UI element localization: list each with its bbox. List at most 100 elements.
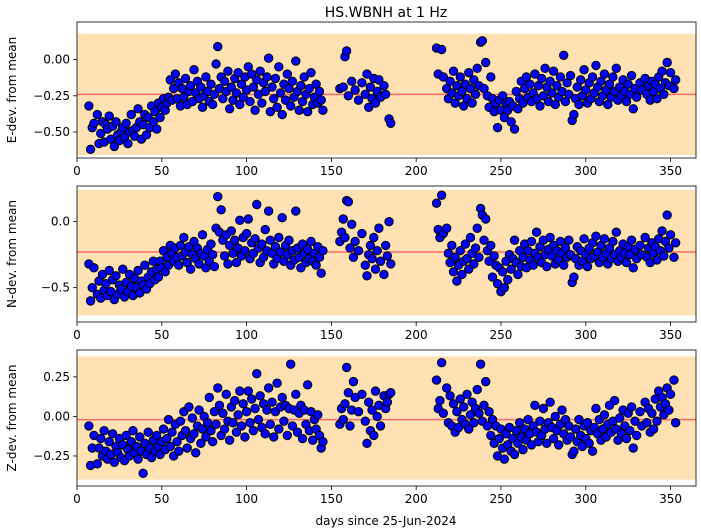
data-point-n	[443, 248, 454, 259]
data-point-n	[382, 251, 393, 261]
data-point-e	[386, 118, 396, 128]
data-point-e	[436, 44, 447, 55]
data-point-z	[518, 444, 528, 455]
data-point-z	[621, 433, 632, 444]
data-point-z	[292, 427, 303, 437]
data-point-e	[455, 72, 465, 82]
data-point-e	[92, 109, 103, 120]
data-point-z	[213, 383, 223, 393]
data-point-n	[450, 252, 460, 262]
x-tick-label-n: 250	[490, 328, 513, 342]
data-point-n	[665, 230, 676, 240]
data-point-z	[565, 432, 576, 442]
x-tick-label-e: 0	[73, 164, 81, 178]
data-point-n	[599, 234, 610, 244]
data-point-n	[277, 212, 287, 223]
data-point-z	[180, 425, 191, 436]
data-point-n	[179, 232, 189, 243]
data-point-z	[202, 418, 213, 428]
data-point-e	[669, 83, 679, 94]
x-tick-label-z: 100	[235, 492, 258, 506]
data-point-e	[260, 86, 270, 97]
data-point-n	[348, 252, 359, 262]
panel-n: 0 50 100 150 200 250 300 350 0.0 −0.5 N-dev. from …	[5, 185, 697, 342]
data-point-e	[196, 82, 206, 92]
data-point-n	[487, 272, 498, 282]
data-point-z	[341, 362, 352, 373]
data-point-n	[231, 257, 242, 268]
data-point-e	[255, 66, 265, 76]
data-point-e	[104, 111, 114, 121]
data-point-n	[469, 259, 479, 269]
y-tick-label-e: −0.50	[33, 125, 70, 139]
data-point-z	[370, 386, 381, 396]
data-point-z	[360, 416, 370, 426]
data-point-z	[626, 402, 637, 412]
data-point-e	[464, 67, 474, 78]
data-point-e	[513, 104, 523, 114]
data-point-n	[486, 240, 496, 251]
data-point-e	[379, 80, 389, 91]
data-point-e	[509, 124, 520, 134]
panel-e: 0 50 100 150 200 250 300 350 0.00 −0.25 −0.50 E-dev…	[5, 21, 697, 178]
y-axis-label-e: E-dev. from mean	[5, 37, 19, 143]
data-point-n	[302, 244, 313, 255]
data-point-e	[360, 89, 370, 100]
data-point-n	[338, 214, 348, 224]
data-point-z	[201, 432, 211, 442]
data-point-z	[569, 446, 579, 456]
data-point-z	[231, 427, 242, 437]
data-point-n	[657, 226, 667, 236]
data-point-e	[133, 104, 143, 114]
data-point-n	[89, 263, 99, 273]
y-tick-label-n: −0.5	[41, 281, 70, 295]
data-point-z	[475, 359, 486, 369]
data-point-e	[545, 76, 555, 87]
data-point-z	[235, 386, 245, 396]
data-point-n	[133, 265, 143, 276]
data-point-e	[209, 89, 220, 100]
data-point-z	[219, 424, 230, 434]
data-point-n	[263, 206, 274, 216]
data-point-z	[99, 425, 109, 436]
data-point-e	[623, 79, 633, 89]
x-tick-label-n: 50	[154, 328, 169, 342]
data-point-e	[302, 107, 313, 117]
data-point-n	[104, 265, 114, 276]
data-point-n	[492, 279, 503, 289]
data-point-e	[445, 76, 455, 87]
data-point-z	[241, 406, 252, 417]
data-point-n	[243, 214, 253, 224]
data-point-z	[318, 437, 328, 447]
data-point-n	[386, 259, 396, 269]
data-point-z	[218, 408, 228, 418]
data-point-n	[369, 232, 379, 243]
data-point-z	[297, 433, 308, 444]
data-point-e	[670, 75, 681, 85]
data-point-z	[499, 454, 510, 464]
data-point-n	[442, 223, 452, 233]
data-point-z	[436, 357, 447, 368]
data-point-z	[84, 421, 94, 431]
data-point-z	[245, 418, 255, 428]
data-point-z	[104, 437, 114, 447]
data-point-z	[557, 405, 567, 415]
data-point-e	[219, 76, 230, 87]
data-point-n	[465, 232, 476, 243]
data-point-e	[547, 88, 557, 98]
x-tick-label-e: 150	[320, 164, 343, 178]
data-point-e	[250, 105, 260, 115]
data-point-e	[233, 67, 243, 78]
data-point-z	[591, 403, 601, 414]
data-point-z	[265, 419, 276, 430]
data-point-z	[357, 389, 367, 399]
data-point-n	[206, 239, 216, 249]
data-point-e	[552, 80, 562, 91]
data-point-e	[357, 78, 367, 88]
data-point-e	[628, 104, 638, 114]
data-point-n	[431, 198, 442, 208]
data-point-e	[126, 109, 136, 120]
data-point-z	[458, 402, 469, 412]
plot-area-e	[77, 33, 696, 156]
data-point-n	[367, 253, 377, 264]
